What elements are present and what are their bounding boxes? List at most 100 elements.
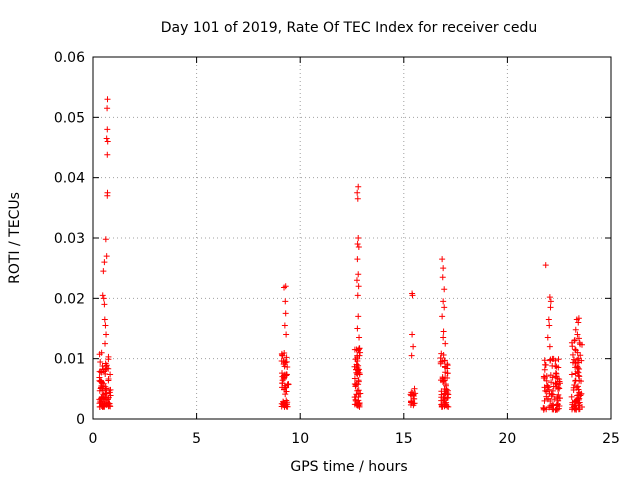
- data-point: [357, 390, 364, 397]
- data-point: [106, 400, 113, 407]
- data-point: [100, 268, 107, 275]
- data-point: [440, 395, 447, 402]
- y-tick-label: 0.06: [54, 50, 85, 66]
- data-point: [442, 364, 449, 371]
- data-points: [96, 96, 585, 413]
- data-point: [353, 391, 360, 398]
- data-point: [546, 294, 553, 301]
- data-point: [104, 126, 111, 133]
- data-point: [548, 392, 555, 399]
- data-point: [572, 346, 579, 353]
- data-point: [544, 396, 551, 403]
- data-point: [101, 301, 108, 308]
- data-point: [102, 360, 109, 367]
- data-point: [98, 349, 105, 356]
- data-point: [445, 391, 452, 398]
- data-point: [549, 355, 556, 362]
- data-point: [101, 316, 108, 323]
- data-point: [104, 151, 111, 158]
- data-point: [545, 316, 552, 323]
- plot-frame: [92, 56, 612, 420]
- data-point: [408, 352, 415, 359]
- data-point: [571, 336, 578, 343]
- data-point: [105, 399, 112, 406]
- data-point: [552, 370, 559, 377]
- data-point: [105, 353, 112, 360]
- data-point: [547, 298, 554, 305]
- data-point: [351, 375, 358, 382]
- data-point: [553, 370, 560, 377]
- data-point: [355, 271, 362, 278]
- data-point: [556, 376, 563, 383]
- data-point: [98, 378, 105, 385]
- data-point: [546, 343, 553, 350]
- data-point: [104, 105, 111, 112]
- data-point: [576, 399, 583, 406]
- data-point: [354, 325, 361, 332]
- data-point: [572, 377, 579, 384]
- data-point: [97, 358, 104, 365]
- data-point: [549, 374, 556, 381]
- data-point: [541, 397, 548, 404]
- axis-ticks: 0 0.01 0.02 0.03 0.04 0.05 0.06 0 5 10 15 20 25: [54, 50, 620, 447]
- data-point: [555, 391, 562, 398]
- data-point: [541, 384, 548, 391]
- data-point: [442, 340, 449, 347]
- data-point: [355, 378, 362, 385]
- x-axis-label: GPS time / hours: [290, 459, 407, 475]
- data-point: [103, 135, 110, 142]
- y-tick-label: 0.03: [54, 231, 85, 247]
- y-tick-label: 0: [76, 412, 85, 428]
- data-point: [104, 96, 111, 103]
- data-point: [354, 371, 361, 378]
- chart-title: Day 101 of 2019, Rate Of TEC Index for r…: [161, 20, 537, 36]
- data-point: [569, 351, 576, 358]
- data-point: [354, 195, 361, 202]
- data-point: [107, 403, 114, 410]
- data-point: [407, 391, 414, 398]
- data-point: [107, 371, 114, 378]
- data-point: [104, 192, 111, 199]
- data-point: [571, 337, 578, 344]
- data-point: [576, 373, 583, 380]
- data-point: [554, 401, 561, 408]
- data-point: [408, 392, 415, 399]
- data-point: [410, 343, 417, 350]
- data-point: [574, 363, 581, 370]
- data-point: [552, 380, 559, 387]
- data-point: [285, 380, 292, 387]
- data-point: [279, 370, 286, 377]
- data-point: [572, 370, 579, 377]
- data-point: [541, 366, 548, 373]
- data-point: [439, 256, 446, 263]
- data-point: [572, 377, 579, 384]
- data-point: [99, 292, 106, 299]
- data-point: [281, 284, 288, 291]
- data-point: [555, 356, 562, 363]
- data-point: [571, 356, 578, 363]
- data-point: [283, 331, 290, 338]
- data-point: [543, 406, 550, 413]
- data-point: [102, 322, 109, 329]
- data-point: [279, 380, 286, 387]
- data-point: [409, 331, 416, 338]
- data-point: [352, 383, 359, 390]
- data-point: [569, 404, 576, 411]
- data-point: [543, 377, 550, 384]
- data-point: [569, 359, 576, 366]
- data-point: [281, 322, 288, 329]
- data-point: [279, 352, 286, 359]
- data-point: [440, 334, 447, 341]
- data-point: [546, 322, 553, 329]
- data-point: [352, 396, 359, 403]
- data-point: [355, 183, 362, 190]
- data-point: [101, 368, 108, 375]
- data-point: [439, 274, 446, 281]
- data-point: [354, 352, 361, 359]
- data-point: [547, 304, 554, 311]
- data-point: [281, 401, 288, 408]
- data-point: [281, 374, 288, 381]
- data-point: [355, 235, 362, 241]
- y-tick-label: 0.05: [54, 110, 85, 126]
